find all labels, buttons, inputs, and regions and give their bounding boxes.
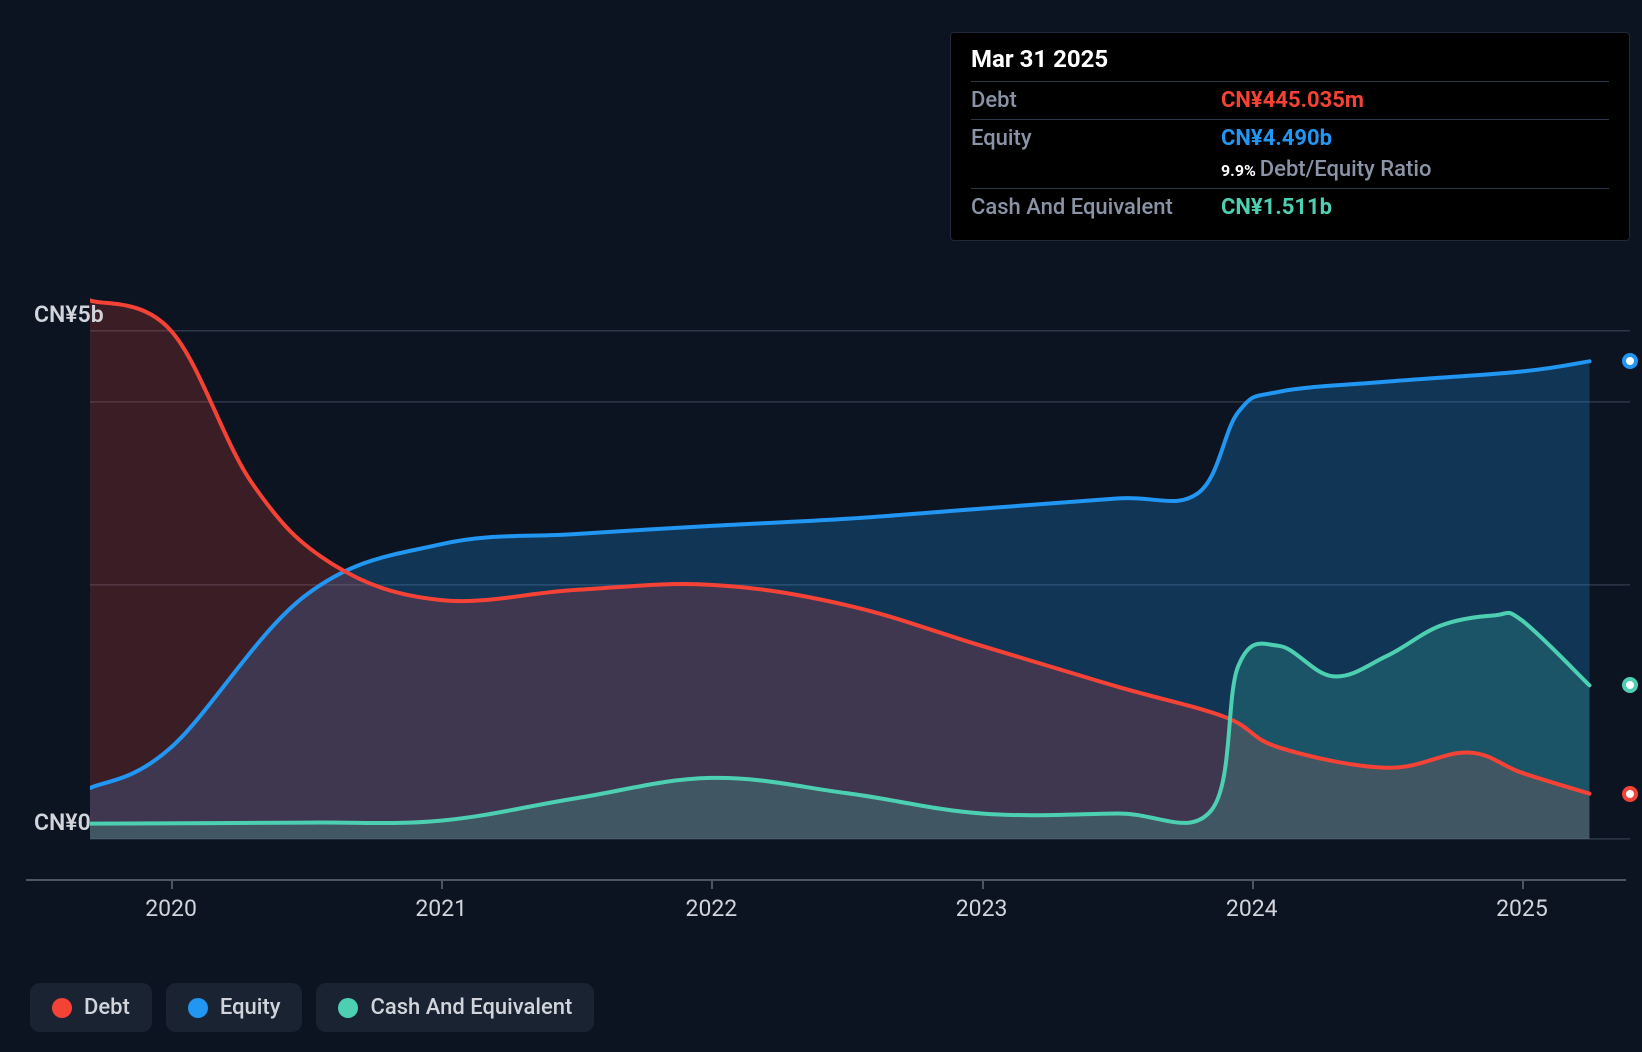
legend-text-cash: Cash And Equivalent [370,995,572,1020]
x-axis-tick [1522,879,1524,889]
y-axis-label: CN¥0 [34,809,91,836]
legend-item-cash[interactable]: Cash And Equivalent [316,983,594,1032]
chart-container: Mar 31 2025 Debt CN¥445.035m Equity CN¥4… [0,0,1642,1052]
x-axis-label: 2020 [145,895,197,922]
series-end-marker [1622,353,1638,369]
tooltip-row-debt: Debt CN¥445.035m [971,81,1609,119]
tooltip-date: Mar 31 2025 [971,45,1609,73]
x-axis-label: 2022 [686,895,738,922]
tooltip-label-debt: Debt [971,88,1221,113]
tooltip-value-cash: CN¥1.511b [1221,195,1332,220]
y-axis-label: CN¥5b [34,301,104,328]
series-end-marker [1622,786,1638,802]
tooltip-label-cash: Cash And Equivalent [971,195,1221,220]
x-axis-line [26,879,1626,881]
legend-dot-debt [52,998,72,1018]
legend-dot-cash [338,998,358,1018]
tooltip-panel: Mar 31 2025 Debt CN¥445.035m Equity CN¥4… [950,32,1630,241]
legend-text-equity: Equity [220,995,281,1020]
x-axis-tick [171,879,173,889]
x-axis-label: 2025 [1496,895,1548,922]
tooltip-row-cash: Cash And Equivalent CN¥1.511b [971,188,1609,226]
tooltip-row-equity: Equity CN¥4.490b [971,119,1609,157]
tooltip-value-equity: CN¥4.490b [1221,126,1332,151]
tooltip-ratio-pct: 9.9% [1221,161,1256,180]
x-axis-label: 2021 [415,895,467,922]
x-axis-tick [1252,879,1254,889]
legend-dot-equity [188,998,208,1018]
legend-item-debt[interactable]: Debt [30,983,152,1032]
legend-text-debt: Debt [84,995,130,1020]
tooltip-ratio: 9.9% Debt/Equity Ratio [1221,157,1431,182]
tooltip-row-ratio: 9.9% Debt/Equity Ratio [971,157,1609,188]
tooltip-value-debt: CN¥445.035m [1221,88,1364,113]
legend-item-equity[interactable]: Equity [166,983,303,1032]
x-axis-label: 2024 [1226,895,1278,922]
x-axis-tick [982,879,984,889]
tooltip-ratio-label: Debt/Equity Ratio [1260,157,1432,182]
tooltip-label-equity: Equity [971,126,1221,151]
chart-svg [90,280,1630,910]
plot-area[interactable] [90,280,1630,910]
series-end-marker [1622,677,1638,693]
x-axis-tick [711,879,713,889]
x-axis-label: 2023 [956,895,1008,922]
x-axis-tick [441,879,443,889]
legend: Debt Equity Cash And Equivalent [30,983,594,1032]
